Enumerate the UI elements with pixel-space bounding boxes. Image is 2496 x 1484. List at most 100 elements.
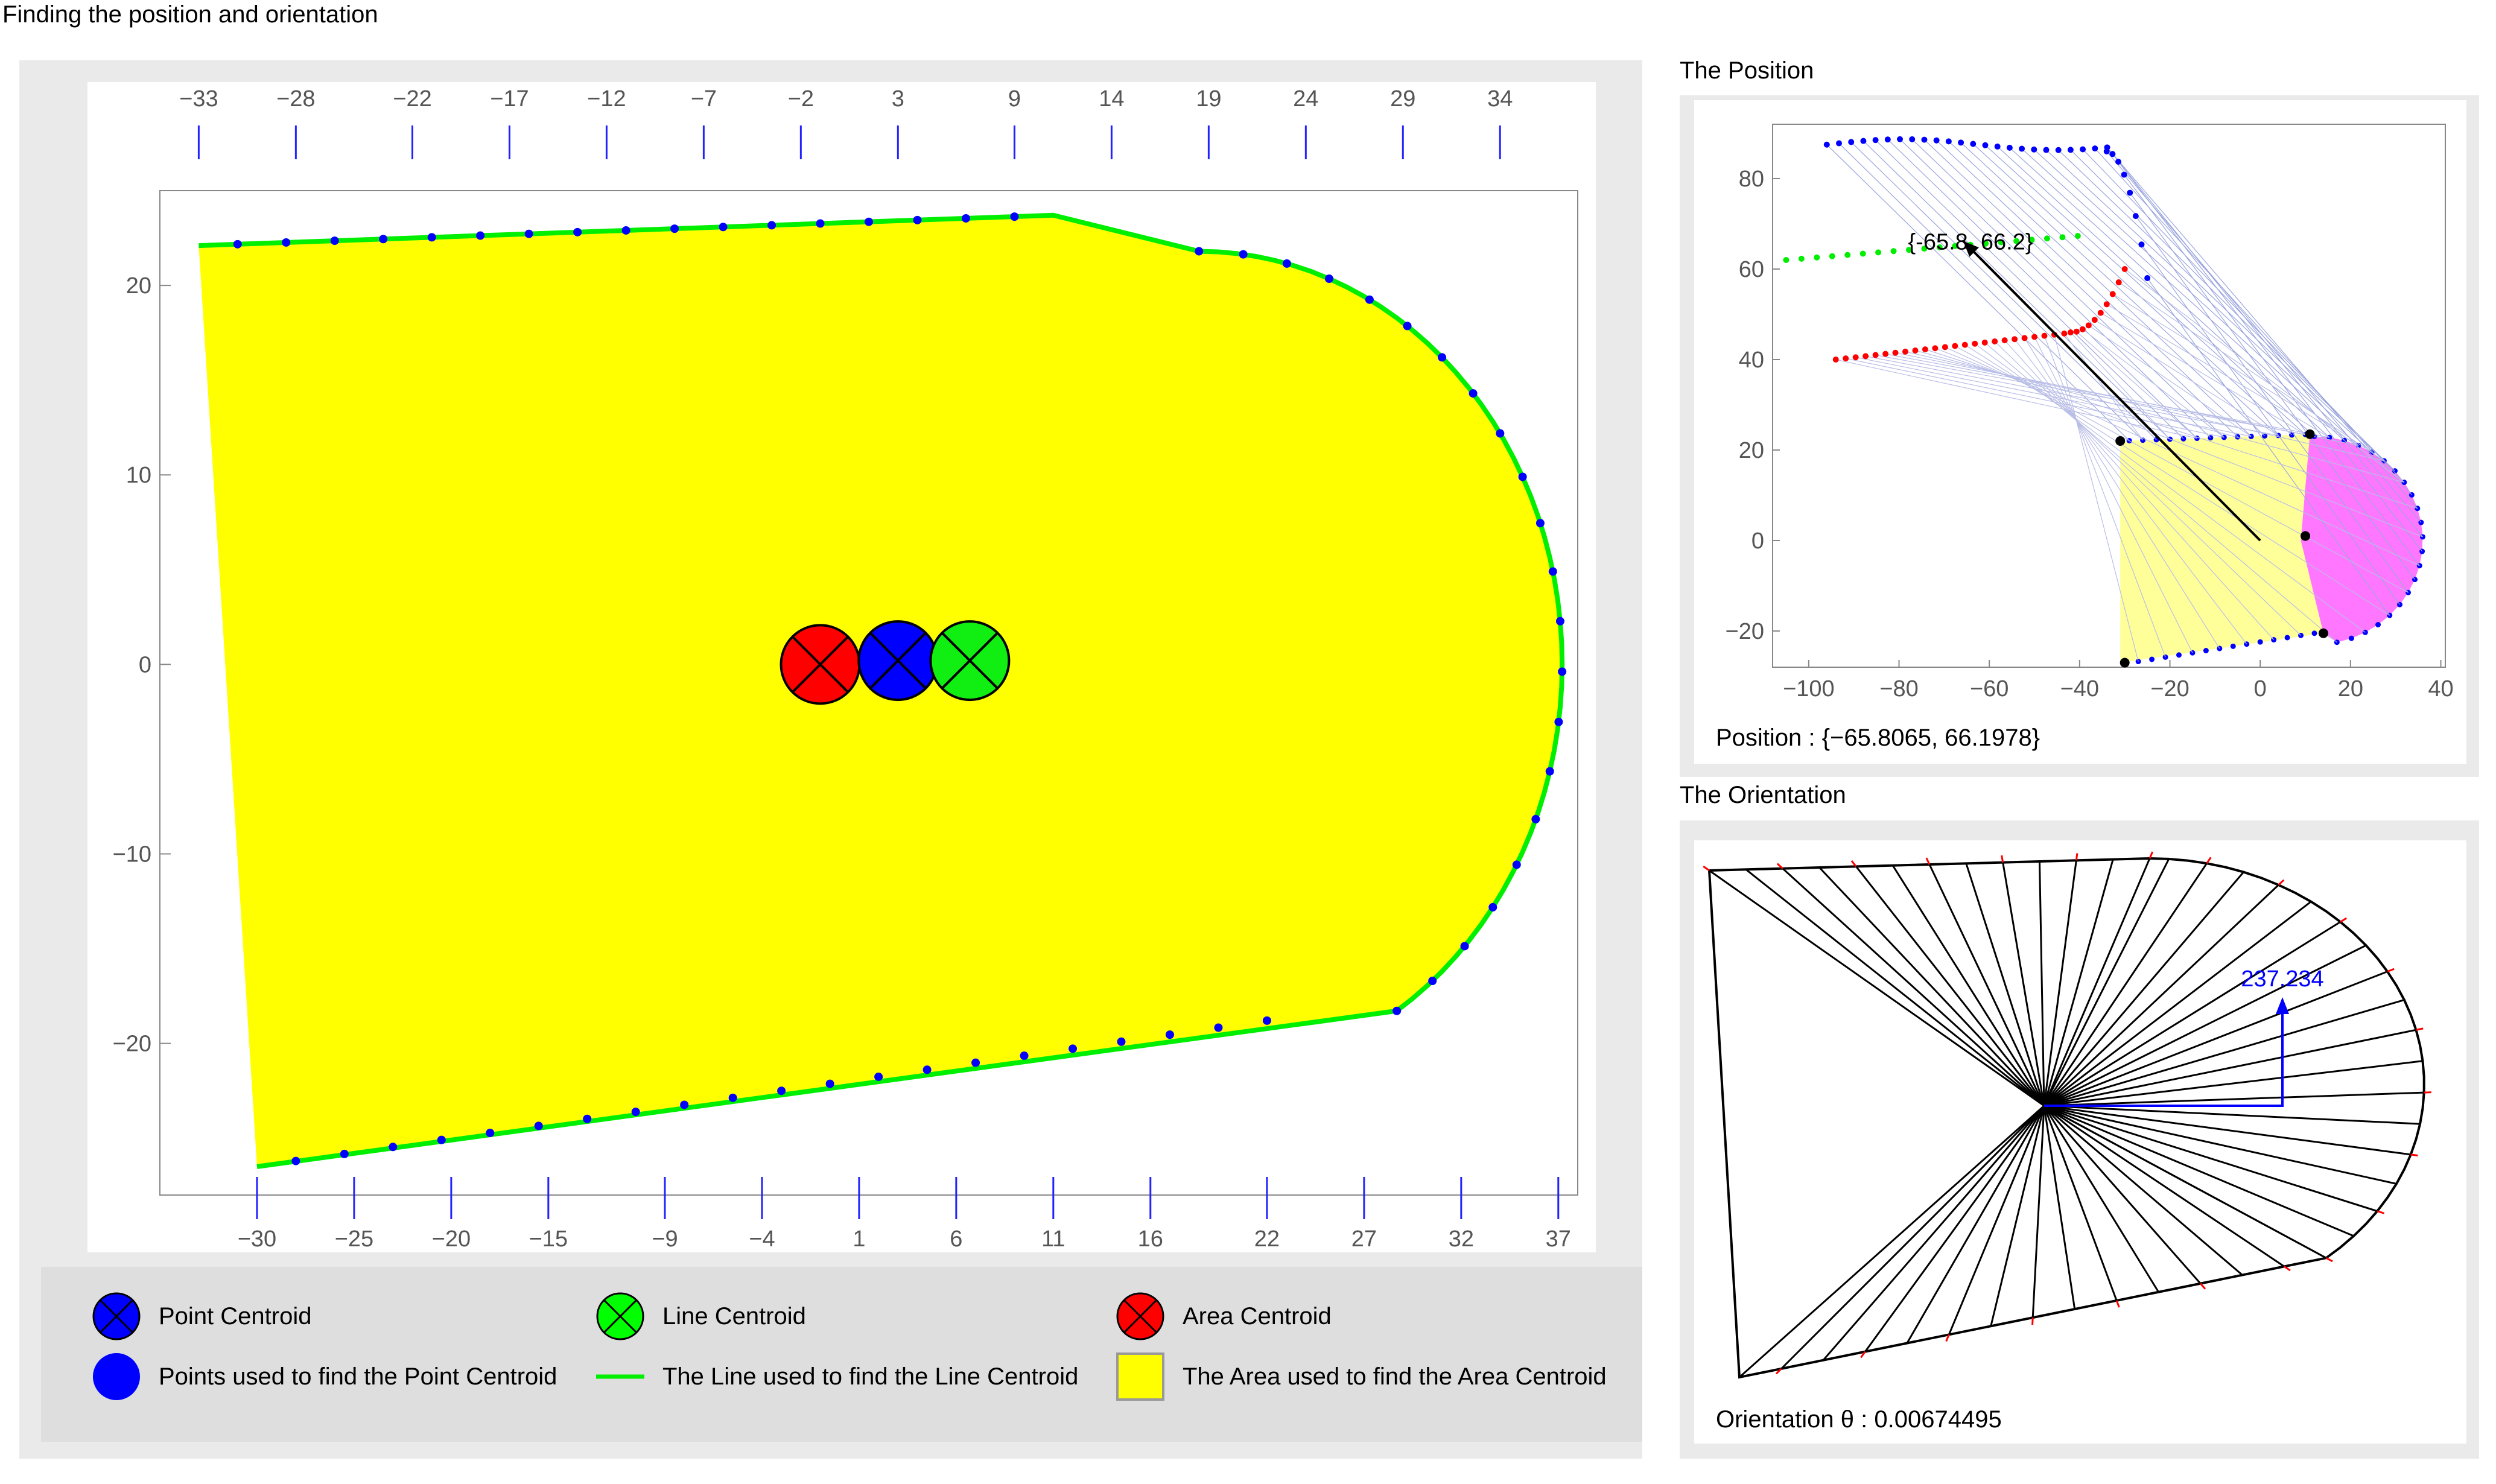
normal-marker	[2148, 851, 2154, 859]
legend-item-point-centroid: Point Centroid	[92, 1292, 311, 1340]
pos-red-dot	[1981, 339, 1988, 346]
pos-link-line	[2118, 161, 2423, 552]
pos-blue-dot	[1994, 143, 2001, 150]
orientation-spoke	[2043, 884, 2279, 1107]
normal-marker	[1775, 1368, 1782, 1375]
pos-blue-dot	[1958, 139, 1964, 146]
orientation-spoke	[2043, 1091, 2424, 1107]
pos-link-line	[1960, 142, 2279, 436]
boundary-point	[1403, 322, 1412, 331]
pos-green-dot	[1844, 252, 1851, 258]
pos-link-line	[2141, 244, 2400, 605]
pos-blue-dot	[1823, 141, 1830, 148]
boundary-point	[1531, 814, 1540, 823]
pos-link-line	[2021, 148, 2345, 441]
pos-green-dot	[1905, 247, 1912, 253]
area-centroid-marker-cross	[792, 636, 849, 693]
pos-blue-dot	[2019, 145, 2025, 152]
normal-marker	[2001, 855, 2004, 863]
normal-marker	[2206, 857, 2212, 864]
pos-x-tick-label: −60	[1970, 676, 2009, 702]
x-top-tick-label: 34	[1487, 86, 1513, 112]
pos-link-line	[2088, 325, 2252, 437]
boundary-point	[379, 235, 388, 244]
pos-red-dot	[2012, 336, 2018, 343]
plot-frame	[159, 190, 1578, 1196]
x-bottom-tick-label: 32	[1449, 1226, 1474, 1252]
pos-link-line	[1866, 355, 2279, 436]
position-arrow-head	[1963, 241, 1979, 257]
orientation-spoke	[2043, 1105, 2354, 1237]
pos-boundary-dot	[2203, 648, 2209, 654]
pos-boundary-dot	[2348, 635, 2354, 641]
normal-marker	[1850, 860, 1857, 867]
pos-boundary-dot	[2387, 612, 2393, 618]
orientation-plot-svg: 237.234	[1703, 851, 2431, 1379]
position-plot[interactable]: {-65.8, 66.2} −100 −80 −60 −40 −20 0 20 40 80 60 40…	[1694, 100, 2466, 764]
orientation-spoke	[1780, 1105, 2045, 1369]
normal-marker	[2278, 879, 2285, 886]
boundary-point	[282, 238, 291, 247]
boundary-point	[913, 215, 922, 224]
pos-link-line	[2014, 338, 2247, 645]
normal-marker	[2075, 853, 2078, 861]
pos-blue-dot	[2067, 147, 2074, 153]
pos-blue-dot	[1909, 136, 1916, 142]
x-bottom-tick-label: 27	[1351, 1226, 1377, 1252]
boundary-point	[767, 221, 776, 230]
pos-blue-dot	[2109, 151, 2116, 157]
normal-marker	[2115, 1300, 2120, 1308]
pos-red-dot	[2061, 330, 2068, 337]
orientation-spoke	[2043, 859, 2114, 1106]
x-top-tick-label: −12	[587, 86, 626, 112]
boundary-point	[1010, 212, 1019, 221]
pos-red-dot	[1961, 341, 1968, 348]
yellow-square-icon	[1116, 1352, 1164, 1401]
pos-x-tick-label: 20	[2338, 676, 2363, 702]
boundary-point	[728, 1093, 737, 1102]
legend-label: Point Centroid	[159, 1302, 312, 1330]
pos-link-line	[1887, 139, 2197, 439]
main-plot[interactable]: −33 −28 −22 −17 −12 −7 −2 3 9 14 19 24 29 34 −30 −25 −20…	[87, 82, 1596, 1252]
pos-boundary-dot	[2375, 622, 2381, 628]
pos-link-line	[1850, 142, 2157, 440]
normal-marker	[1925, 857, 1931, 865]
pos-link-line	[2009, 147, 2330, 438]
orientation-spoke	[1906, 1105, 2045, 1344]
x-top-tick-label: 24	[1293, 86, 1318, 112]
pos-red-dot	[1972, 340, 1978, 347]
pos-link-line	[1838, 143, 2144, 441]
boundary-point	[1460, 942, 1469, 951]
orientation-plot[interactable]: 237.234 Orientation θ : 0.00674495	[1694, 840, 2466, 1444]
boundary-point	[1365, 295, 1374, 304]
pos-boundary-dot	[2149, 656, 2155, 662]
x-bottom-tick-label: −20	[432, 1226, 471, 1252]
boundary-point	[777, 1086, 786, 1096]
boundary-point	[427, 233, 436, 242]
pos-red-dot	[2097, 309, 2104, 316]
area-centroid-icon	[1116, 1292, 1164, 1340]
orientation-spoke	[1965, 863, 2045, 1106]
boundary-point	[1518, 472, 1527, 481]
orientation-spoke	[1855, 866, 2045, 1106]
pos-blue-dot	[1848, 139, 1855, 145]
boundary-point	[583, 1114, 592, 1123]
x-top-tick-label: −17	[490, 86, 529, 112]
line-centroid-marker	[929, 620, 1011, 702]
pos-corner-dot	[2120, 658, 2130, 668]
pos-blue-dot	[2103, 148, 2110, 154]
boundary-point	[1535, 519, 1545, 528]
pos-blue-dot	[2080, 146, 2086, 153]
pos-boundary-dot	[2176, 652, 2182, 658]
boundary-point	[1262, 1016, 1271, 1025]
legend-item-area-centroid: Area Centroid	[1116, 1292, 1332, 1340]
legend: Point Centroid Line Centroid Area Centro…	[41, 1267, 1642, 1442]
orientation-spoke	[2043, 1105, 2243, 1276]
x-bottom-tick-label: 22	[1254, 1226, 1280, 1252]
pos-boundary-dot	[2311, 630, 2317, 636]
normal-marker	[2284, 1266, 2291, 1272]
pos-blue-dot	[2144, 275, 2151, 281]
pos-corner-dot	[2115, 436, 2126, 446]
pos-link-line	[2024, 338, 2220, 649]
pos-link-line	[2129, 192, 2415, 580]
